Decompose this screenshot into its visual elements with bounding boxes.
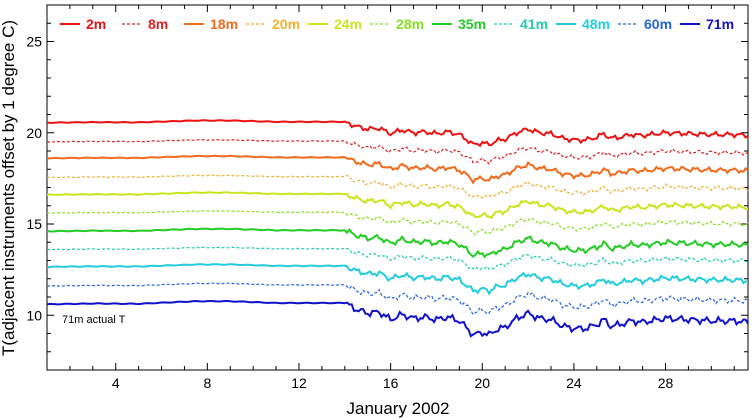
series-line-28m [47, 210, 749, 236]
legend-label-8m: 8m [148, 16, 168, 32]
series-line-8m [46, 138, 749, 166]
x-tick-label: 8 [203, 375, 211, 391]
y-tick-label: 10 [26, 307, 42, 323]
y-axis: 10 15 20 25 [26, 4, 748, 371]
legend: 2m 8m 18m 20m 24m 28m 35m 41m 48m 60m 71m [60, 16, 734, 32]
series-line-48m [46, 263, 748, 296]
series-line-35m [46, 227, 749, 259]
legend-label-48m: 48m [582, 16, 610, 32]
legend-label-35m: 35m [458, 16, 486, 32]
series-lines [46, 119, 749, 338]
legend-label-71m: 71m [706, 16, 734, 32]
series-line-20m [46, 174, 749, 199]
series-line-2m [46, 119, 749, 148]
legend-label-18m: 18m [210, 16, 238, 32]
legend-label-41m: 41m [520, 16, 548, 32]
series-line-18m [46, 154, 749, 185]
y-tick-label: 20 [26, 125, 42, 141]
x-tick-label: 12 [291, 375, 307, 391]
series-line-71m [46, 299, 749, 338]
legend-label-20m: 20m [272, 16, 300, 32]
x-tick-label: 28 [658, 375, 674, 391]
x-axis-title: January 2002 [346, 399, 449, 418]
series-line-41m [46, 246, 749, 271]
x-tick-label: 16 [383, 375, 399, 391]
legend-label-24m: 24m [334, 16, 362, 32]
y-tick-label: 15 [26, 216, 42, 232]
x-tick-label: 24 [566, 375, 582, 391]
series-line-24m [46, 191, 749, 220]
y-axis-title: T(adjacent instruments offset by 1 degre… [0, 20, 18, 356]
legend-label-28m: 28m [396, 16, 424, 32]
y-tick-label: 25 [26, 34, 42, 50]
legend-label-60m: 60m [644, 16, 672, 32]
annotation-71m-actual: 71m actual T [62, 314, 126, 326]
x-axis: 4 8 12 16 20 24 28 [46, 5, 735, 391]
series-line-60m [46, 282, 749, 316]
x-tick-label: 4 [112, 375, 120, 391]
x-tick-label: 20 [474, 375, 490, 391]
legend-label-2m: 2m [86, 16, 106, 32]
